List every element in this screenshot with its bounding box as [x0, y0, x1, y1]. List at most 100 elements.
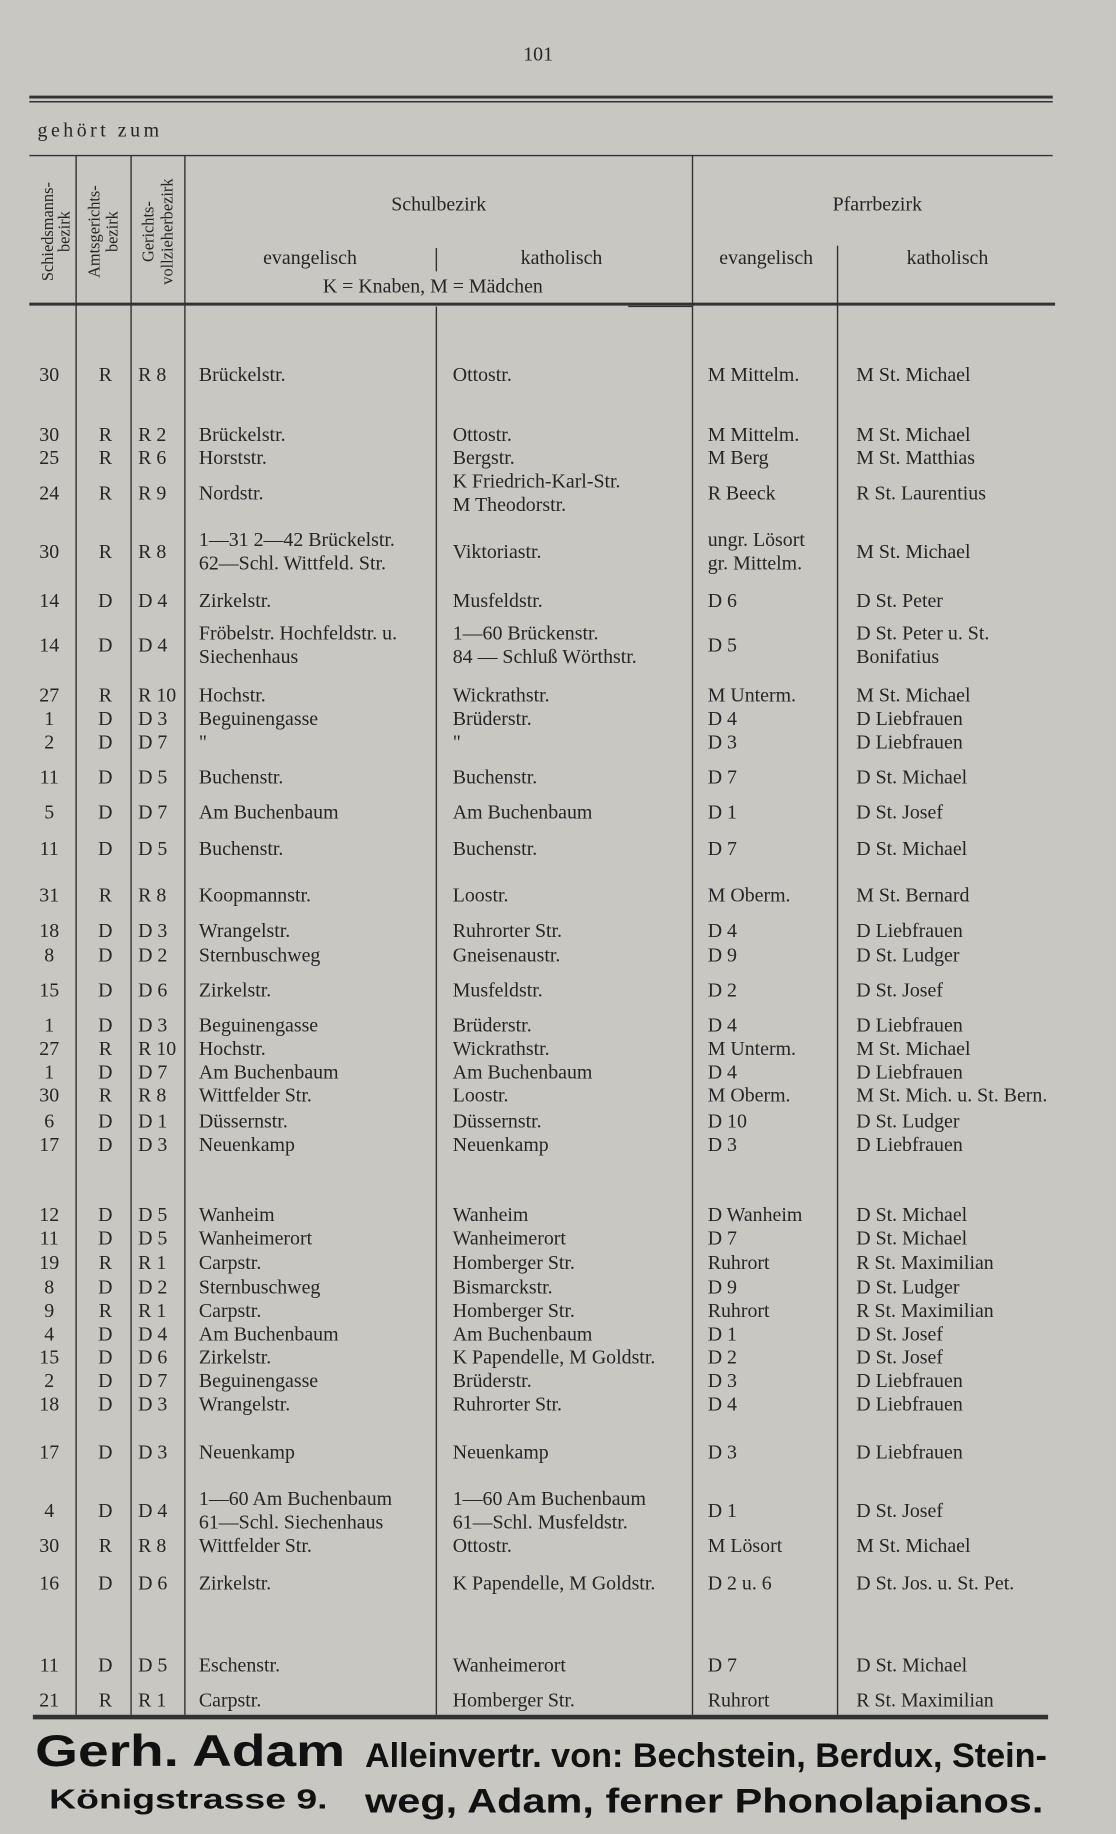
- parish-ev-cell: D Wanheim: [708, 1204, 803, 1226]
- gerichtsvollzieher-cell: R 8: [138, 1535, 166, 1557]
- parish-kath-cell: D Liebfrauen: [856, 1393, 963, 1415]
- school-ev-cell: Nordstr.: [199, 482, 264, 504]
- amtsgericht-cell: D: [98, 767, 112, 789]
- school-ev-cell: 61—Schl. Siechenhaus: [199, 1512, 384, 1534]
- schiedsmann-cell: 21: [39, 1689, 59, 1711]
- amtsgericht-cell: R: [99, 1535, 113, 1557]
- amtsgericht-cell: R: [99, 482, 113, 504]
- parish-kath-cell: M St. Michael: [856, 541, 971, 563]
- school-kath-cell: Ruhrorter Str.: [453, 1393, 562, 1415]
- parish-ev-cell: D 3: [708, 731, 737, 753]
- schiedsmann-cell: 30: [39, 541, 59, 563]
- parish-ev-cell: D 3: [708, 1441, 737, 1463]
- school-kath-cell: Wanheimerort: [453, 1227, 567, 1249]
- school-kath-cell: K Friedrich-Karl-Str.: [453, 471, 621, 493]
- parish-kath-cell: D Liebfrauen: [856, 1370, 963, 1392]
- school-ev-cell: Horststr.: [199, 447, 267, 469]
- gerichtsvollzieher-cell: R 8: [138, 1085, 166, 1107]
- amtsgericht-cell: D: [98, 1572, 112, 1594]
- parish-ev-cell: M Mittelm.: [708, 424, 800, 446]
- school-kath-cell: Homberger Str.: [453, 1300, 575, 1322]
- amtsgericht-cell: D: [98, 920, 112, 942]
- gerichtsvollzieher-cell: D 1: [138, 1110, 167, 1132]
- schiedsmann-cell: 1: [44, 1061, 54, 1083]
- gerichtsvollzieher-cell: D 7: [138, 1061, 167, 1083]
- gerichtsvollzieher-cell: D 3: [138, 1393, 167, 1415]
- schiedsmann-cell: 6: [44, 1110, 54, 1132]
- school-kath-cell: Am Buchenbaum: [453, 1323, 593, 1345]
- school-kath-cell: Am Buchenbaum: [453, 802, 593, 824]
- schiedsmann-cell: 8: [44, 1277, 54, 1299]
- column-header: Schiedsmanns-: [38, 182, 57, 281]
- column-header: bezirk: [102, 210, 121, 252]
- column-header: Gerichts-: [139, 201, 158, 262]
- school-ev-cell: Carpstr.: [199, 1300, 261, 1322]
- gerichtsvollzieher-cell: D 3: [138, 1015, 167, 1037]
- parish-kath-cell: D Liebfrauen: [856, 731, 963, 753]
- ad-name: Gerh. Adam: [35, 1727, 345, 1776]
- school-kath-cell: Brüderstr.: [453, 708, 532, 730]
- parish-ev-cell: D 3: [708, 1134, 737, 1156]
- header-note: gehört zum: [38, 120, 163, 142]
- amtsgericht-cell: R: [99, 364, 113, 386]
- school-kath-cell: Gneisenaustr.: [453, 944, 561, 966]
- schiedsmann-cell: 24: [39, 482, 59, 504]
- school-ev-cell: Hochstr.: [199, 1038, 266, 1060]
- gerichtsvollzieher-cell: R 8: [138, 885, 166, 907]
- amtsgericht-cell: R: [99, 1300, 113, 1322]
- ad-text: weg, Adam, ferner Phonolapianos.: [364, 1783, 1044, 1821]
- column-header: vollzieherbezirk: [157, 178, 176, 285]
- gerichtsvollzieher-cell: D 6: [138, 1347, 167, 1369]
- amtsgericht-cell: R: [99, 1038, 113, 1060]
- amtsgericht-cell: R: [99, 447, 113, 469]
- column-header: Pfarrbezirk: [833, 193, 922, 215]
- school-ev-cell: Zirkelstr.: [199, 979, 271, 1001]
- school-kath-cell: Brüderstr.: [453, 1015, 532, 1037]
- parish-ev-cell: ungr. Lösort: [708, 529, 806, 551]
- parish-ev-cell: M Mittelm.: [708, 364, 800, 386]
- parish-kath-cell: D Liebfrauen: [856, 1061, 963, 1083]
- school-kath-cell: 1—60 Brückenstr.: [453, 623, 599, 645]
- amtsgericht-cell: D: [98, 590, 112, 612]
- schiedsmann-cell: 14: [39, 590, 59, 612]
- school-kath-cell: Wanheim: [453, 1204, 529, 1226]
- school-ev-cell: Zirkelstr.: [199, 590, 271, 612]
- school-ev-cell: Buchenstr.: [199, 838, 283, 860]
- school-ev-cell: 1—60 Am Buchenbaum: [199, 1488, 393, 1510]
- amtsgericht-cell: D: [98, 944, 112, 966]
- parish-ev-cell: M Berg: [708, 447, 769, 469]
- school-kath-cell: Wanheimerort: [453, 1654, 567, 1676]
- parish-kath-cell: R St. Maximilian: [856, 1689, 994, 1711]
- school-kath-cell: 84 — Schluß Wörthstr.: [453, 646, 637, 668]
- gerichtsvollzieher-cell: R 8: [138, 364, 166, 386]
- amtsgericht-cell: D: [98, 1393, 112, 1415]
- school-kath-cell: Ruhrorter Str.: [453, 920, 562, 942]
- parish-ev-cell: D 10: [708, 1110, 747, 1132]
- school-kath-cell: Buchenstr.: [453, 838, 537, 860]
- parish-kath-cell: R St. Laurentius: [856, 482, 986, 504]
- school-ev-cell: Fröbelstr. Hochfeldstr. u.: [199, 623, 397, 645]
- parish-kath-cell: D St. Michael: [856, 1204, 967, 1226]
- amtsgericht-cell: D: [98, 1500, 112, 1522]
- amtsgericht-cell: D: [98, 802, 112, 824]
- schiedsmann-cell: 12: [39, 1204, 59, 1226]
- parish-kath-cell: M St. Michael: [856, 685, 971, 707]
- schiedsmann-cell: 4: [44, 1500, 54, 1522]
- amtsgericht-cell: R: [99, 1252, 113, 1274]
- school-kath-cell: Neuenkamp: [453, 1441, 549, 1463]
- gerichtsvollzieher-cell: D 5: [138, 1204, 167, 1226]
- parish-ev-cell: Ruhrort: [708, 1689, 770, 1711]
- parish-kath-cell: D St. Ludger: [856, 944, 960, 966]
- school-ev-cell: Brückelstr.: [199, 364, 286, 386]
- amtsgericht-cell: D: [98, 1061, 112, 1083]
- table-body: 30 R R 8 Brückelstr. Ottostr. M Mittelm. M St.…: [39, 364, 1047, 1711]
- school-kath-cell: Homberger Str.: [453, 1252, 575, 1274]
- school-ev-cell: Am Buchenbaum: [199, 1323, 339, 1345]
- school-kath-cell: Loostr.: [453, 885, 509, 907]
- amtsgericht-cell: D: [98, 1654, 112, 1676]
- amtsgericht-cell: D: [98, 1323, 112, 1345]
- parish-kath-cell: D St. Peter u. St.: [856, 623, 989, 645]
- parish-kath-cell: R St. Maximilian: [856, 1252, 994, 1274]
